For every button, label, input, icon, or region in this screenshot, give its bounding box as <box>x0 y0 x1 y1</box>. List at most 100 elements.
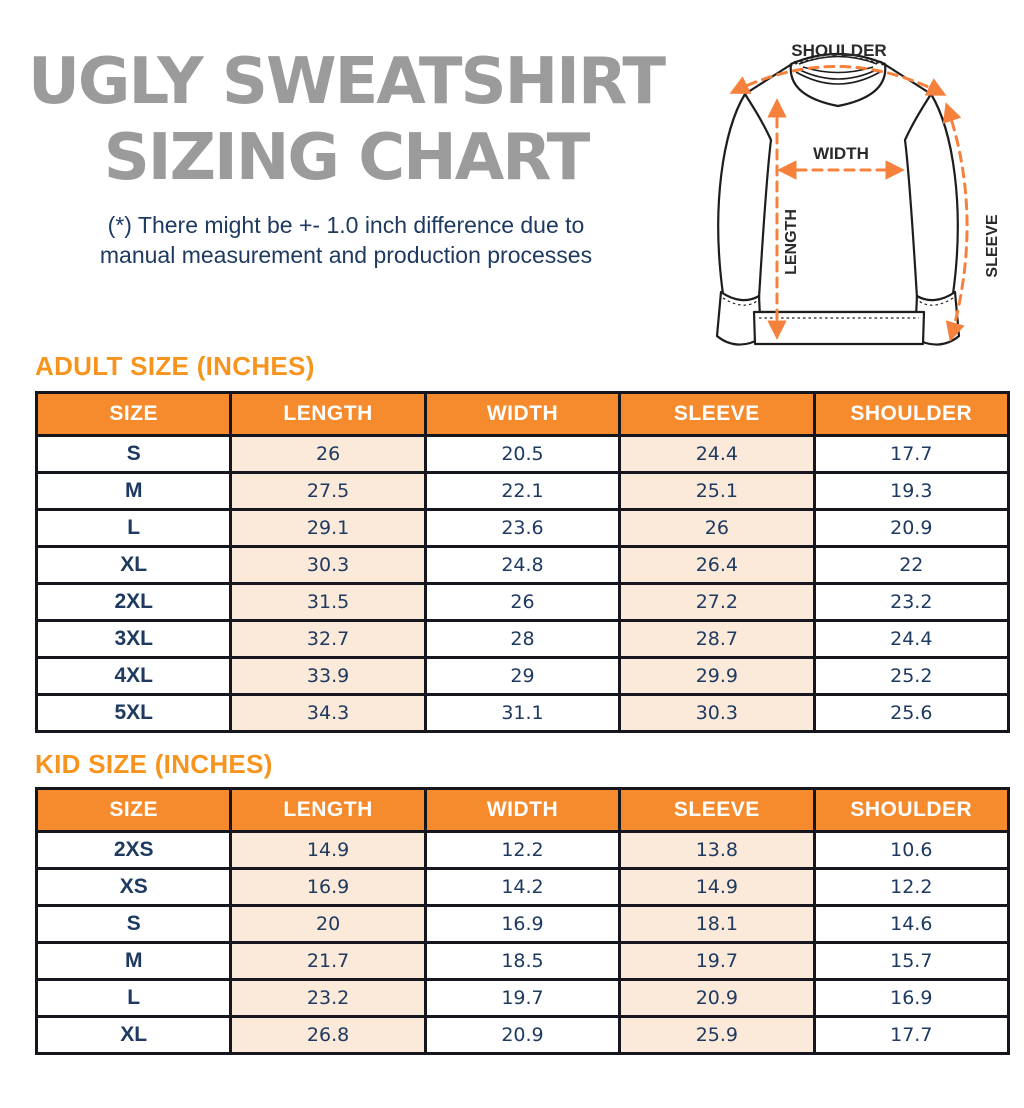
measurement-cell: 15.7 <box>812 941 1011 981</box>
measurement-cell: 14.9 <box>618 867 816 907</box>
size-cell: S <box>34 434 233 474</box>
measurement-cell: 23.2 <box>812 582 1011 622</box>
column-header-shoulder: SHOULDER <box>812 391 1011 437</box>
table-row: L 29.1 23.6 26 20.9 <box>34 508 1011 548</box>
measurement-cell: 24.4 <box>812 619 1011 659</box>
measurement-cell: 20.9 <box>618 978 816 1018</box>
table-row: 2XL 31.5 26 27.2 23.2 <box>34 582 1011 622</box>
measurement-cell: 16.9 <box>812 978 1011 1018</box>
column-header-size: SIZE <box>34 391 233 437</box>
measurement-cell: 29.9 <box>618 656 816 696</box>
size-cell: XL <box>34 1015 233 1055</box>
sweatshirt-measurement-diagram: SHOULDER WIDTH LENGTH SLEEVE <box>698 2 1020 352</box>
measurement-cell: 20.9 <box>423 1015 622 1055</box>
header-section: UGLY SWEATSHIRT SIZING CHART (*) There m… <box>0 0 1024 352</box>
measurement-cell: 26 <box>229 434 427 474</box>
measurement-cell: 27.2 <box>618 582 816 622</box>
column-header-shoulder: SHOULDER <box>812 787 1011 833</box>
measurement-cell: 20 <box>229 904 427 944</box>
column-header-sleeve: SLEEVE <box>618 391 816 437</box>
measurement-cell: 33.9 <box>229 656 427 696</box>
measurement-cell: 27.5 <box>229 471 427 511</box>
table-row: 4XL 33.9 29 29.9 25.2 <box>34 656 1011 696</box>
measurement-cell: 22.1 <box>423 471 622 511</box>
measurement-cell: 20.9 <box>812 508 1011 548</box>
size-cell: XL <box>34 545 233 585</box>
page-title-line2: SIZING CHART <box>103 121 591 195</box>
sleeve-label: SLEEVE <box>984 214 1001 277</box>
measurement-cell: 25.2 <box>812 656 1011 696</box>
page-title: UGLY SWEATSHIRT SIZING CHART <box>0 44 692 196</box>
measurement-cell: 24.8 <box>423 545 622 585</box>
disclaimer-text: (*) There might be +- 1.0 inch differenc… <box>0 210 692 270</box>
measurement-cell: 16.9 <box>229 867 427 907</box>
table-row: M 27.5 22.1 25.1 19.3 <box>34 471 1011 511</box>
size-cell: L <box>34 978 233 1018</box>
measurement-cell: 25.9 <box>618 1015 816 1055</box>
measurement-cell: 16.9 <box>423 904 622 944</box>
table-row: S 26 20.5 24.4 17.7 <box>34 434 1011 474</box>
measurement-cell: 14.9 <box>229 830 427 870</box>
column-header-length: LENGTH <box>229 787 427 833</box>
measurement-cell: 25.6 <box>812 693 1011 733</box>
disclaimer-line2: manual measurement and production proces… <box>99 242 593 268</box>
measurement-cell: 29 <box>423 656 622 696</box>
measurement-cell: 20.5 <box>423 434 622 474</box>
column-header-width: WIDTH <box>423 787 622 833</box>
measurement-cell: 26 <box>423 582 622 622</box>
size-cell: XS <box>34 867 233 907</box>
kid-size-heading: KID SIZE (INCHES) <box>35 749 273 779</box>
size-cell: 4XL <box>34 656 233 696</box>
measurement-cell: 12.2 <box>812 867 1011 907</box>
width-label: WIDTH <box>813 144 869 163</box>
table-row: XL 26.8 20.9 25.9 17.7 <box>34 1015 1011 1055</box>
sweatshirt-illustration: SHOULDER WIDTH LENGTH SLEEVE <box>715 41 1001 346</box>
measurement-cell: 13.8 <box>618 830 816 870</box>
table-row: XS 16.9 14.2 14.9 12.2 <box>34 867 1011 907</box>
measurement-cell: 26 <box>618 508 816 548</box>
title-block: UGLY SWEATSHIRT SIZING CHART (*) There m… <box>0 44 692 270</box>
hem-band <box>752 310 926 346</box>
adult-size-table: SIZE LENGTH WIDTH SLEEVE SHOULDER S 26 20.… <box>34 391 1011 733</box>
measurement-cell: 29.1 <box>229 508 427 548</box>
disclaimer-line1: (*) There might be +- 1.0 inch differenc… <box>107 212 585 238</box>
measurement-cell: 17.7 <box>812 1015 1011 1055</box>
measurement-cell: 26.4 <box>618 545 816 585</box>
measurement-cell: 34.3 <box>229 693 427 733</box>
measurement-cell: 14.2 <box>423 867 622 907</box>
measurement-cell: 32.7 <box>229 619 427 659</box>
size-cell: 2XS <box>34 830 233 870</box>
sleeve-arrow <box>942 102 969 342</box>
table-row: M 21.7 18.5 19.7 15.7 <box>34 941 1011 981</box>
measurement-cell: 28 <box>423 619 622 659</box>
measurement-cell: 17.7 <box>812 434 1011 474</box>
size-cell: L <box>34 508 233 548</box>
table-row: S 20 16.9 18.1 14.6 <box>34 904 1011 944</box>
table-row: 5XL 34.3 31.1 30.3 25.6 <box>34 693 1011 733</box>
measurement-cell: 21.7 <box>229 941 427 981</box>
column-header-length: LENGTH <box>229 391 427 437</box>
measurement-cell: 24.4 <box>618 434 816 474</box>
column-header-sleeve: SLEEVE <box>618 787 816 833</box>
measurement-cell: 14.6 <box>812 904 1011 944</box>
column-header-width: WIDTH <box>423 391 622 437</box>
measurement-cell: 26.8 <box>229 1015 427 1055</box>
size-cell: S <box>34 904 233 944</box>
kid-size-table: SIZE LENGTH WIDTH SLEEVE SHOULDER 2XS 14.… <box>34 787 1011 1055</box>
adult-size-heading: ADULT SIZE (INCHES) <box>35 351 315 381</box>
measurement-cell: 28.7 <box>618 619 816 659</box>
measurement-cell: 23.6 <box>423 508 622 548</box>
shoulder-label: SHOULDER <box>791 41 886 60</box>
measurement-cell: 23.2 <box>229 978 427 1018</box>
column-header-size: SIZE <box>34 787 233 833</box>
table-row: L 23.2 19.7 20.9 16.9 <box>34 978 1011 1018</box>
size-cell: M <box>34 471 233 511</box>
measurement-cell: 30.3 <box>229 545 427 585</box>
measurement-cell: 25.1 <box>618 471 816 511</box>
measurement-cell: 12.2 <box>423 830 622 870</box>
table-row: 3XL 32.7 28 28.7 24.4 <box>34 619 1011 659</box>
table-row: XL 30.3 24.8 26.4 22 <box>34 545 1011 585</box>
table-row: 2XS 14.9 12.2 13.8 10.6 <box>34 830 1011 870</box>
measurement-cell: 18.5 <box>423 941 622 981</box>
size-cell: 3XL <box>34 619 233 659</box>
